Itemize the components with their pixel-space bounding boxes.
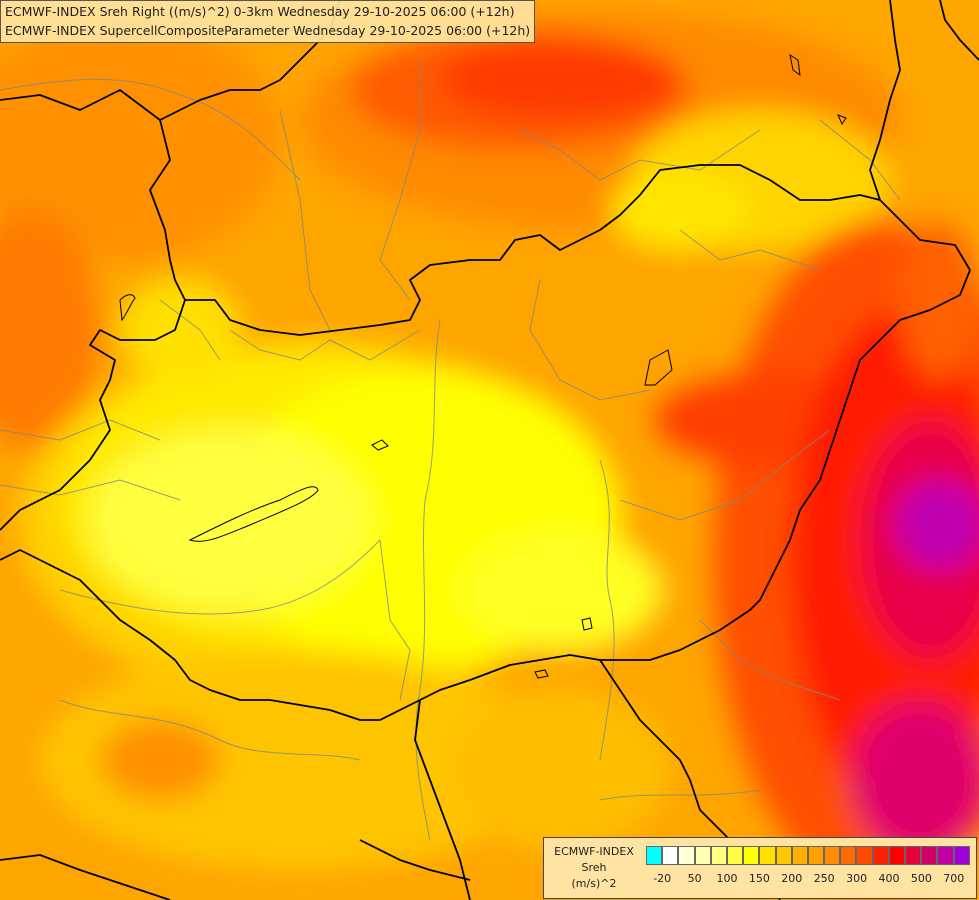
legend-swatch (678, 846, 695, 865)
legend-model: ECMWF-INDEX (554, 845, 634, 858)
color-legend: ECMWF-INDEX Sreh (m/s)^2 -20 50 100 150 200 2… (543, 837, 977, 899)
legend-swatch (872, 846, 889, 865)
regional-borders (0, 60, 901, 841)
legend-swatch (824, 846, 841, 865)
legend-swatch (888, 846, 905, 865)
legend-swatch (726, 846, 744, 865)
legend-swatches (646, 846, 970, 865)
legend-tick-label: 50 (687, 872, 702, 885)
legend-tick-label: 400 (878, 872, 900, 885)
map-title: ECMWF-INDEX Sreh Right ((m/s)^2) 0-3km W… (0, 0, 536, 43)
legend-tick-label: 700 (943, 872, 965, 885)
legend-swatch (694, 846, 711, 865)
legend-unit: (m/s)^2 (571, 877, 617, 890)
legend-swatch (856, 846, 873, 865)
legend-swatch (791, 846, 808, 865)
lakes (119, 53, 847, 679)
legend-tick-label: 150 (748, 872, 770, 885)
legend-swatch (646, 846, 663, 865)
legend-param: Sreh (581, 861, 607, 874)
legend-swatch (840, 846, 857, 865)
legend-tick-label: -20 (653, 872, 672, 885)
legend-tick-label: 200 (781, 872, 803, 885)
legend-swatch (662, 846, 679, 865)
legend-swatch (807, 846, 825, 865)
legend-tick-label: 100 (716, 872, 738, 885)
legend-ticks: -20 50 100 150 200 250 300 400 500 700 (646, 872, 974, 890)
legend-swatch (953, 846, 970, 865)
legend-name: ECMWF-INDEX Sreh (m/s)^2 (548, 844, 640, 892)
legend-swatch (759, 846, 776, 865)
legend-swatch (775, 846, 792, 865)
title-line-1: ECMWF-INDEX Sreh Right ((m/s)^2) 0-3km W… (5, 4, 515, 19)
legend-swatch (710, 846, 727, 865)
legend-tick-label: 500 (910, 872, 932, 885)
title-line-2: ECMWF-INDEX SupercellCompositeParameter … (5, 23, 531, 38)
legend-swatch (905, 846, 922, 865)
legend-swatch (921, 846, 938, 865)
legend-swatch (743, 846, 760, 865)
legend-tick-label: 300 (846, 872, 868, 885)
legend-tick-label: 250 (813, 872, 835, 885)
legend-swatch (937, 846, 954, 865)
